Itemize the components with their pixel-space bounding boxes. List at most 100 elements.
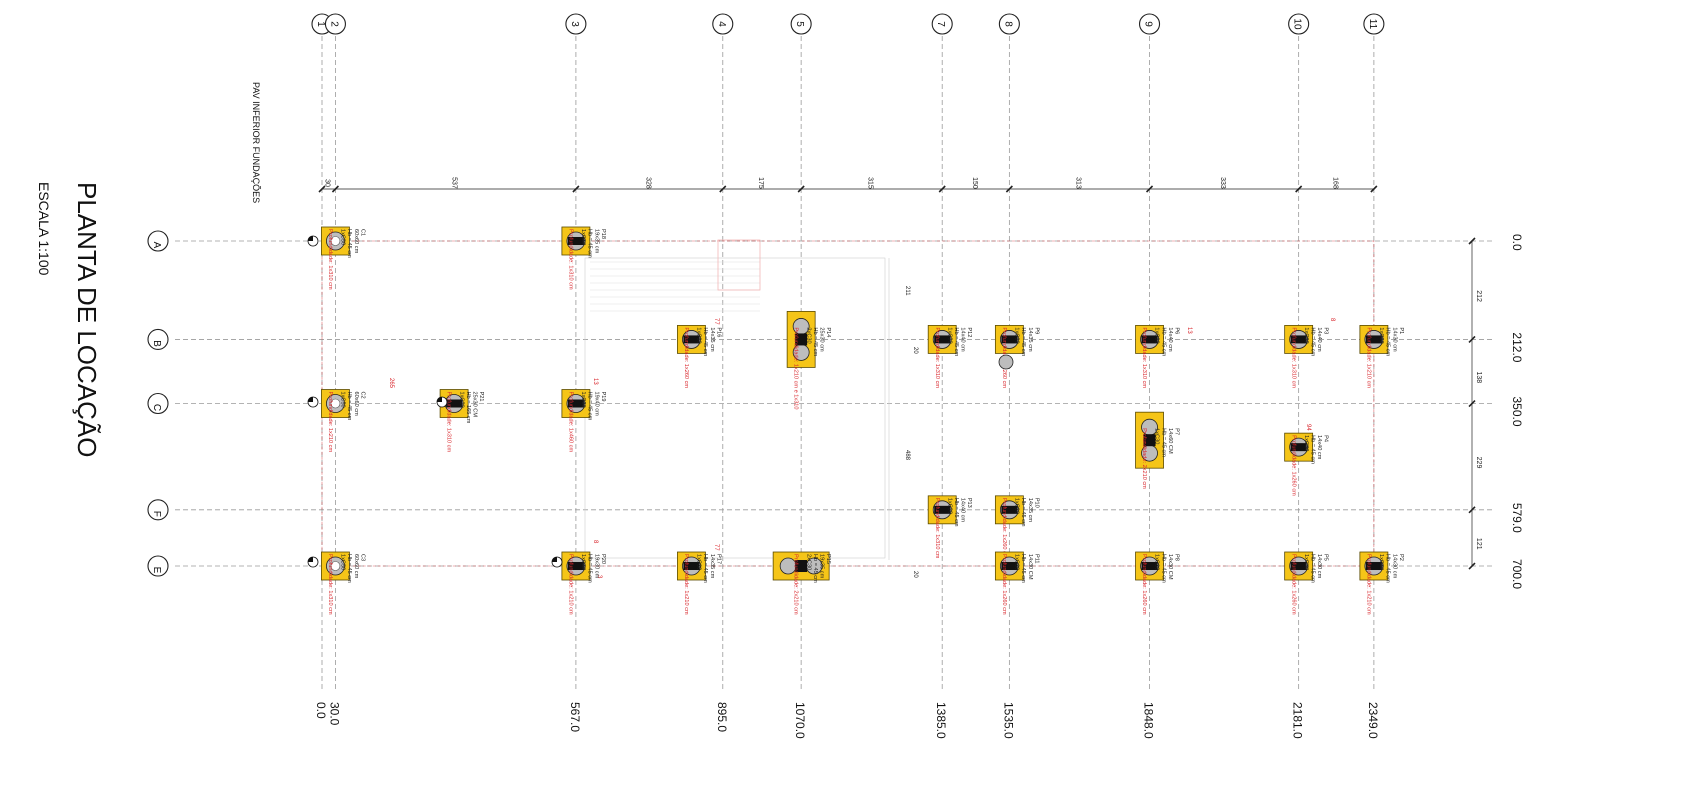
footing-text: 1xC30 <box>946 498 952 514</box>
footing-text: Hb = 45 cm <box>1385 554 1391 583</box>
footing-text: 2xC30 <box>805 327 811 343</box>
dim-right-value: 229 <box>1475 457 1482 469</box>
dim-tick <box>1468 506 1476 514</box>
footing-text: P14 <box>825 327 831 337</box>
reference-marker-fill <box>308 397 313 402</box>
column-section <box>1001 335 1018 344</box>
footing-text: 14x30 CM <box>1167 554 1173 580</box>
grid-label-2: 2 <box>328 21 339 27</box>
footing-text: Hb = 45 cm <box>1160 428 1166 457</box>
footing-text: 1xC50 <box>340 229 346 245</box>
reference-marker-fill <box>552 557 557 562</box>
column-section <box>934 335 951 344</box>
opening-outline <box>717 239 761 291</box>
dim-tick <box>1145 185 1154 193</box>
footing-text: 1xC30 <box>580 554 586 570</box>
footing-text: P5 <box>1323 554 1329 561</box>
grid-bubble-5 <box>790 13 812 35</box>
dim-top-value: 150 <box>971 177 978 189</box>
footing-text: 14x30 cm <box>1391 554 1397 579</box>
inner-dim-value: 94 <box>1305 424 1311 431</box>
footing-depth: Profundidade: 1x310 cm <box>327 554 333 615</box>
drawing-scale: ESCALA 1:100 <box>36 182 52 276</box>
grid-coord-1: 0.0 <box>314 702 328 719</box>
grid-coord-4: 895.0 <box>715 702 729 732</box>
dim-tick <box>331 185 339 193</box>
footing-depth: Profundidade: 1x210 cm <box>568 554 574 615</box>
dim-tick <box>1295 185 1303 193</box>
inner-dim-value: 3 <box>596 575 602 579</box>
footing-text: 60x60 cm <box>353 229 359 254</box>
column-section <box>1001 505 1018 514</box>
footing-text: Hb = 45 cm <box>953 498 959 527</box>
dim-right-value: 212 <box>1475 290 1482 302</box>
footing-text: 25x30 cm <box>819 327 825 352</box>
column-section <box>1141 562 1158 571</box>
footing-text: C3 <box>359 554 365 561</box>
grid-bubble-C <box>147 392 169 415</box>
grid-coord-E: 700.0 <box>1510 559 1524 589</box>
dimension-lines: 30 537 328 175 315 150 313 333 16821213822912126… <box>318 177 1482 579</box>
footing-text: 14x40 cm <box>1316 435 1322 460</box>
grid-label-8: 8 <box>1002 21 1013 27</box>
grid-bubble-8 <box>998 13 1020 35</box>
footing-text: 19x35 cm <box>593 229 599 254</box>
footing-text: 14x35 cm <box>1027 498 1033 523</box>
footing-text: 14x30 cm <box>1391 327 1397 352</box>
grid-label-9: 9 <box>1143 21 1154 27</box>
dim-top-value: 30 <box>324 179 331 187</box>
footing-text: Hb = 45 cm <box>1309 327 1315 356</box>
grid-label-10: 10 <box>1292 18 1303 30</box>
column-section <box>1365 335 1382 344</box>
inner-dim-value: 20 <box>912 347 918 354</box>
dim-tick <box>318 185 326 193</box>
dim-tick <box>1468 562 1476 570</box>
footing-text: 19x35 cm <box>819 554 825 579</box>
column-section <box>1141 335 1158 344</box>
footing-text: Hb = 45 cm <box>702 327 708 356</box>
footing-text: 1xC30 <box>1014 554 1020 570</box>
footing-text: P19 <box>600 392 606 402</box>
footing-text: 14x35 cm <box>709 554 715 579</box>
grid-coord-11: 2349.0 <box>1366 702 1380 739</box>
footing-text: 1xC30 <box>1378 554 1384 570</box>
footing-depth: Profundidade: 1x310 cm <box>568 229 574 290</box>
dim-tick <box>797 185 805 193</box>
footing-text: Hb = 45 cm <box>702 554 708 583</box>
dim-top-value: 168 <box>1331 177 1338 189</box>
footing-text: Hb = 45 cm <box>587 392 593 421</box>
footing-text: Hb = 45 cm <box>953 327 959 356</box>
dim-tick <box>1468 237 1476 245</box>
footing-depth: Profundidade: 1x210 cm <box>683 554 689 615</box>
grid-label-4: 4 <box>716 21 727 27</box>
footing-text: P7 <box>1174 428 1180 435</box>
grid-coord-7: 1385.0 <box>934 702 948 739</box>
dim-right-value: 138 <box>1475 371 1482 383</box>
footing-text: Hb = 165 cm <box>465 392 471 424</box>
footing-depth: Profundidade: 1x260 cm <box>683 327 689 388</box>
column-section <box>934 505 951 514</box>
footing-text: P8 <box>1174 554 1180 561</box>
grid-bubble-4 <box>712 13 734 35</box>
footing-text: 14x40 cm <box>960 498 966 523</box>
footing-text: P4 <box>1323 435 1329 442</box>
grid-label-C: C <box>151 404 162 411</box>
dim-tick <box>1468 335 1476 343</box>
grid-bubble-F <box>147 499 169 521</box>
grid-coord-A: 0.0 <box>1510 234 1524 251</box>
footing-text: 1xC30 <box>1303 435 1309 451</box>
grid-label-3: 3 <box>569 21 580 27</box>
footing-text: Hb = 45 cm <box>1160 327 1166 356</box>
